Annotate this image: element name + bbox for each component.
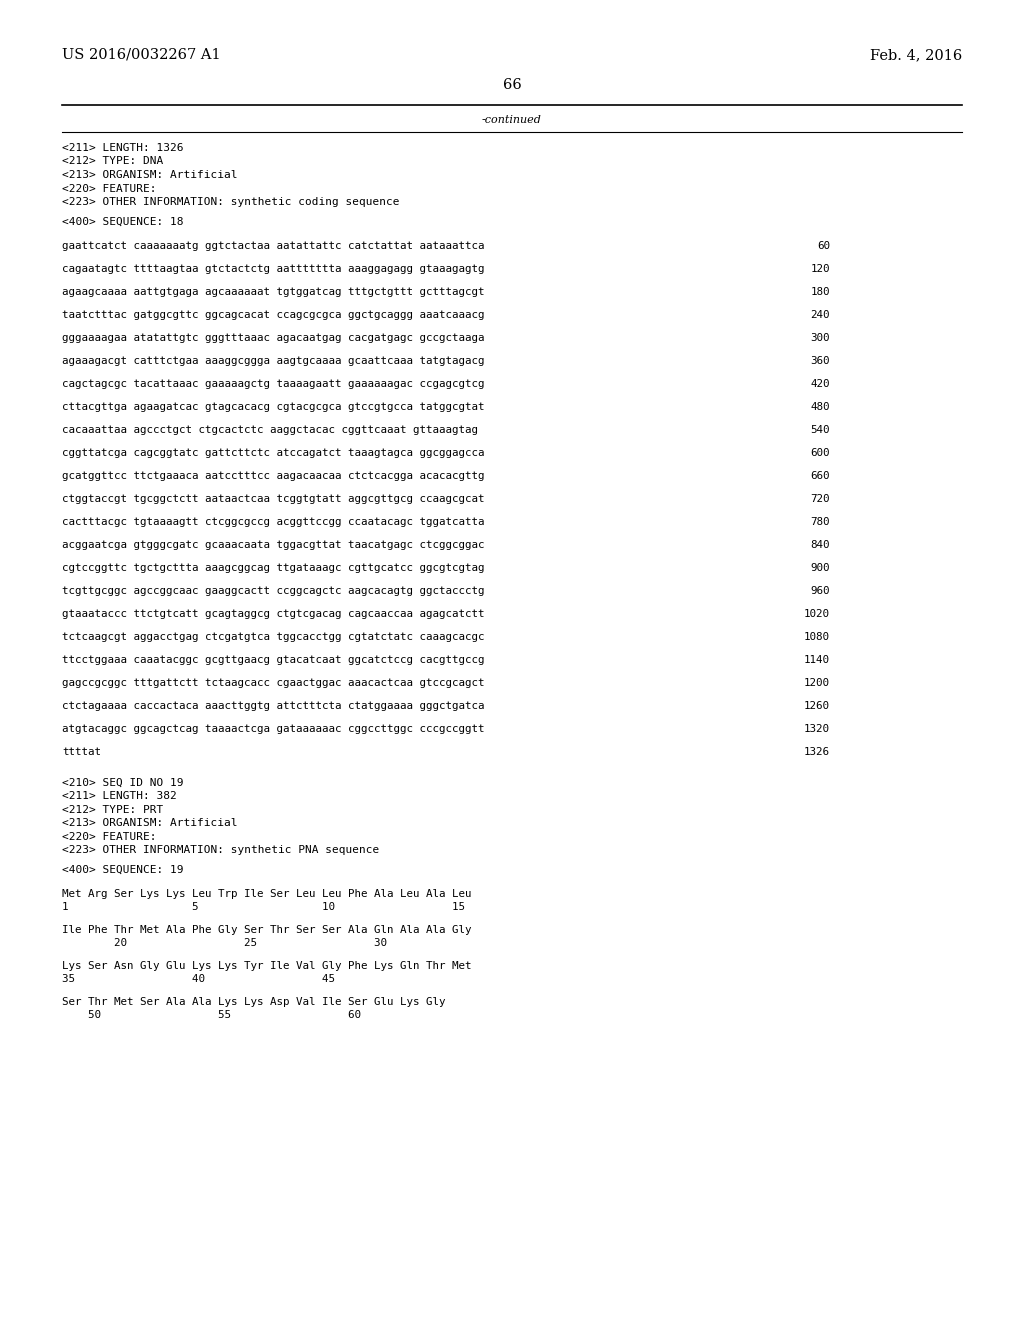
Text: Ile Phe Thr Met Ala Phe Gly Ser Thr Ser Ser Ala Gln Ala Ala Gly: Ile Phe Thr Met Ala Phe Gly Ser Thr Ser … [62, 925, 471, 935]
Text: gcatggttcc ttctgaaaca aatcctttcc aagacaacaa ctctcacgga acacacgttg: gcatggttcc ttctgaaaca aatcctttcc aagacaa… [62, 471, 484, 480]
Text: 480: 480 [811, 401, 830, 412]
Text: cggttatcga cagcggtatc gattcttctc atccagatct taaagtagca ggcggagcca: cggttatcga cagcggtatc gattcttctc atccaga… [62, 447, 484, 458]
Text: ttttat: ttttat [62, 747, 101, 756]
Text: agaaagacgt catttctgaa aaaggcggga aagtgcaaaa gcaattcaaa tatgtagacg: agaaagacgt catttctgaa aaaggcggga aagtgca… [62, 356, 484, 366]
Text: cgtccggttc tgctgcttta aaagcggcag ttgataaagc cgttgcatcc ggcgtcgtag: cgtccggttc tgctgcttta aaagcggcag ttgataa… [62, 562, 484, 573]
Text: 50                  55                  60: 50 55 60 [62, 1010, 361, 1020]
Text: 780: 780 [811, 517, 830, 527]
Text: 900: 900 [811, 562, 830, 573]
Text: 1                   5                   10                  15: 1 5 10 15 [62, 902, 465, 912]
Text: cagaatagtc ttttaagtaa gtctactctg aattttttta aaaggagagg gtaaagagtg: cagaatagtc ttttaagtaa gtctactctg aattttt… [62, 264, 484, 273]
Text: 1320: 1320 [804, 723, 830, 734]
Text: taatctttac gatggcgttc ggcagcacat ccagcgcgca ggctgcaggg aaatcaaacg: taatctttac gatggcgttc ggcagcacat ccagcgc… [62, 310, 484, 319]
Text: <400> SEQUENCE: 19: <400> SEQUENCE: 19 [62, 865, 183, 875]
Text: 1020: 1020 [804, 609, 830, 619]
Text: Feb. 4, 2016: Feb. 4, 2016 [869, 48, 962, 62]
Text: <213> ORGANISM: Artificial: <213> ORGANISM: Artificial [62, 818, 238, 829]
Text: US 2016/0032267 A1: US 2016/0032267 A1 [62, 48, 220, 62]
Text: 1080: 1080 [804, 632, 830, 642]
Text: <223> OTHER INFORMATION: synthetic coding sequence: <223> OTHER INFORMATION: synthetic codin… [62, 197, 399, 207]
Text: gaattcatct caaaaaaatg ggtctactaa aatattattc catctattat aataaattca: gaattcatct caaaaaaatg ggtctactaa aatatta… [62, 240, 484, 251]
Text: 240: 240 [811, 310, 830, 319]
Text: tcgttgcggc agccggcaac gaaggcactt ccggcagctc aagcacagtg ggctaccctg: tcgttgcggc agccggcaac gaaggcactt ccggcag… [62, 586, 484, 595]
Text: 1140: 1140 [804, 655, 830, 665]
Text: 1260: 1260 [804, 701, 830, 710]
Text: ttcctggaaa caaatacggc gcgttgaacg gtacatcaat ggcatctccg cacgttgccg: ttcctggaaa caaatacggc gcgttgaacg gtacatc… [62, 655, 484, 665]
Text: 180: 180 [811, 286, 830, 297]
Text: <212> TYPE: PRT: <212> TYPE: PRT [62, 805, 163, 814]
Text: 60: 60 [817, 240, 830, 251]
Text: 35                  40                  45: 35 40 45 [62, 974, 335, 985]
Text: 600: 600 [811, 447, 830, 458]
Text: agaagcaaaa aattgtgaga agcaaaaaat tgtggatcag tttgctgttt gctttagcgt: agaagcaaaa aattgtgaga agcaaaaaat tgtggat… [62, 286, 484, 297]
Text: 1326: 1326 [804, 747, 830, 756]
Text: 1200: 1200 [804, 677, 830, 688]
Text: 120: 120 [811, 264, 830, 273]
Text: Lys Ser Asn Gly Glu Lys Lys Tyr Ile Val Gly Phe Lys Gln Thr Met: Lys Ser Asn Gly Glu Lys Lys Tyr Ile Val … [62, 961, 471, 972]
Text: 960: 960 [811, 586, 830, 595]
Text: 300: 300 [811, 333, 830, 343]
Text: -continued: -continued [482, 115, 542, 125]
Text: <210> SEQ ID NO 19: <210> SEQ ID NO 19 [62, 777, 183, 788]
Text: gtaaataccc ttctgtcatt gcagtaggcg ctgtcgacag cagcaaccaa agagcatctt: gtaaataccc ttctgtcatt gcagtaggcg ctgtcga… [62, 609, 484, 619]
Text: <212> TYPE: DNA: <212> TYPE: DNA [62, 157, 163, 166]
Text: cactttacgc tgtaaaagtt ctcggcgccg acggttccgg ccaatacagc tggatcatta: cactttacgc tgtaaaagtt ctcggcgccg acggttc… [62, 517, 484, 527]
Text: 540: 540 [811, 425, 830, 434]
Text: cagctagcgc tacattaaac gaaaaagctg taaaagaatt gaaaaaagac ccgagcgtcg: cagctagcgc tacattaaac gaaaaagctg taaaaga… [62, 379, 484, 389]
Text: cttacgttga agaagatcac gtagcacacg cgtacgcgca gtccgtgcca tatggcgtat: cttacgttga agaagatcac gtagcacacg cgtacgc… [62, 401, 484, 412]
Text: 20                  25                  30: 20 25 30 [62, 939, 387, 948]
Text: gagccgcggc tttgattctt tctaagcacc cgaactggac aaacactcaa gtccgcagct: gagccgcggc tttgattctt tctaagcacc cgaactg… [62, 677, 484, 688]
Text: atgtacaggc ggcagctcag taaaactcga gataaaaaac cggccttggc cccgccggtt: atgtacaggc ggcagctcag taaaactcga gataaaa… [62, 723, 484, 734]
Text: 360: 360 [811, 356, 830, 366]
Text: acggaatcga gtgggcgatc gcaaacaata tggacgttat taacatgagc ctcggcggac: acggaatcga gtgggcgatc gcaaacaata tggacgt… [62, 540, 484, 550]
Text: 840: 840 [811, 540, 830, 550]
Text: <220> FEATURE:: <220> FEATURE: [62, 183, 157, 194]
Text: <213> ORGANISM: Artificial: <213> ORGANISM: Artificial [62, 170, 238, 180]
Text: 720: 720 [811, 494, 830, 504]
Text: ctggtaccgt tgcggctctt aataactcaa tcggtgtatt aggcgttgcg ccaagcgcat: ctggtaccgt tgcggctctt aataactcaa tcggtgt… [62, 494, 484, 504]
Text: <211> LENGTH: 1326: <211> LENGTH: 1326 [62, 143, 183, 153]
Text: <223> OTHER INFORMATION: synthetic PNA sequence: <223> OTHER INFORMATION: synthetic PNA s… [62, 845, 379, 855]
Text: <400> SEQUENCE: 18: <400> SEQUENCE: 18 [62, 216, 183, 227]
Text: <211> LENGTH: 382: <211> LENGTH: 382 [62, 791, 177, 801]
Text: gggaaaagaa atatattgtc gggtttaaac agacaatgag cacgatgagc gccgctaaga: gggaaaagaa atatattgtc gggtttaaac agacaat… [62, 333, 484, 343]
Text: Ser Thr Met Ser Ala Ala Lys Lys Asp Val Ile Ser Glu Lys Gly: Ser Thr Met Ser Ala Ala Lys Lys Asp Val … [62, 997, 445, 1007]
Text: 420: 420 [811, 379, 830, 389]
Text: Met Arg Ser Lys Lys Leu Trp Ile Ser Leu Leu Phe Ala Leu Ala Leu: Met Arg Ser Lys Lys Leu Trp Ile Ser Leu … [62, 890, 471, 899]
Text: 660: 660 [811, 471, 830, 480]
Text: tctcaagcgt aggacctgag ctcgatgtca tggcacctgg cgtatctatc caaagcacgc: tctcaagcgt aggacctgag ctcgatgtca tggcacc… [62, 632, 484, 642]
Text: ctctagaaaa caccactaca aaacttggtg attctttcta ctatggaaaa gggctgatca: ctctagaaaa caccactaca aaacttggtg attcttt… [62, 701, 484, 710]
Text: 66: 66 [503, 78, 521, 92]
Text: cacaaattaa agccctgct ctgcactctc aaggctacac cggttcaaat gttaaagtag: cacaaattaa agccctgct ctgcactctc aaggctac… [62, 425, 478, 434]
Text: <220> FEATURE:: <220> FEATURE: [62, 832, 157, 842]
